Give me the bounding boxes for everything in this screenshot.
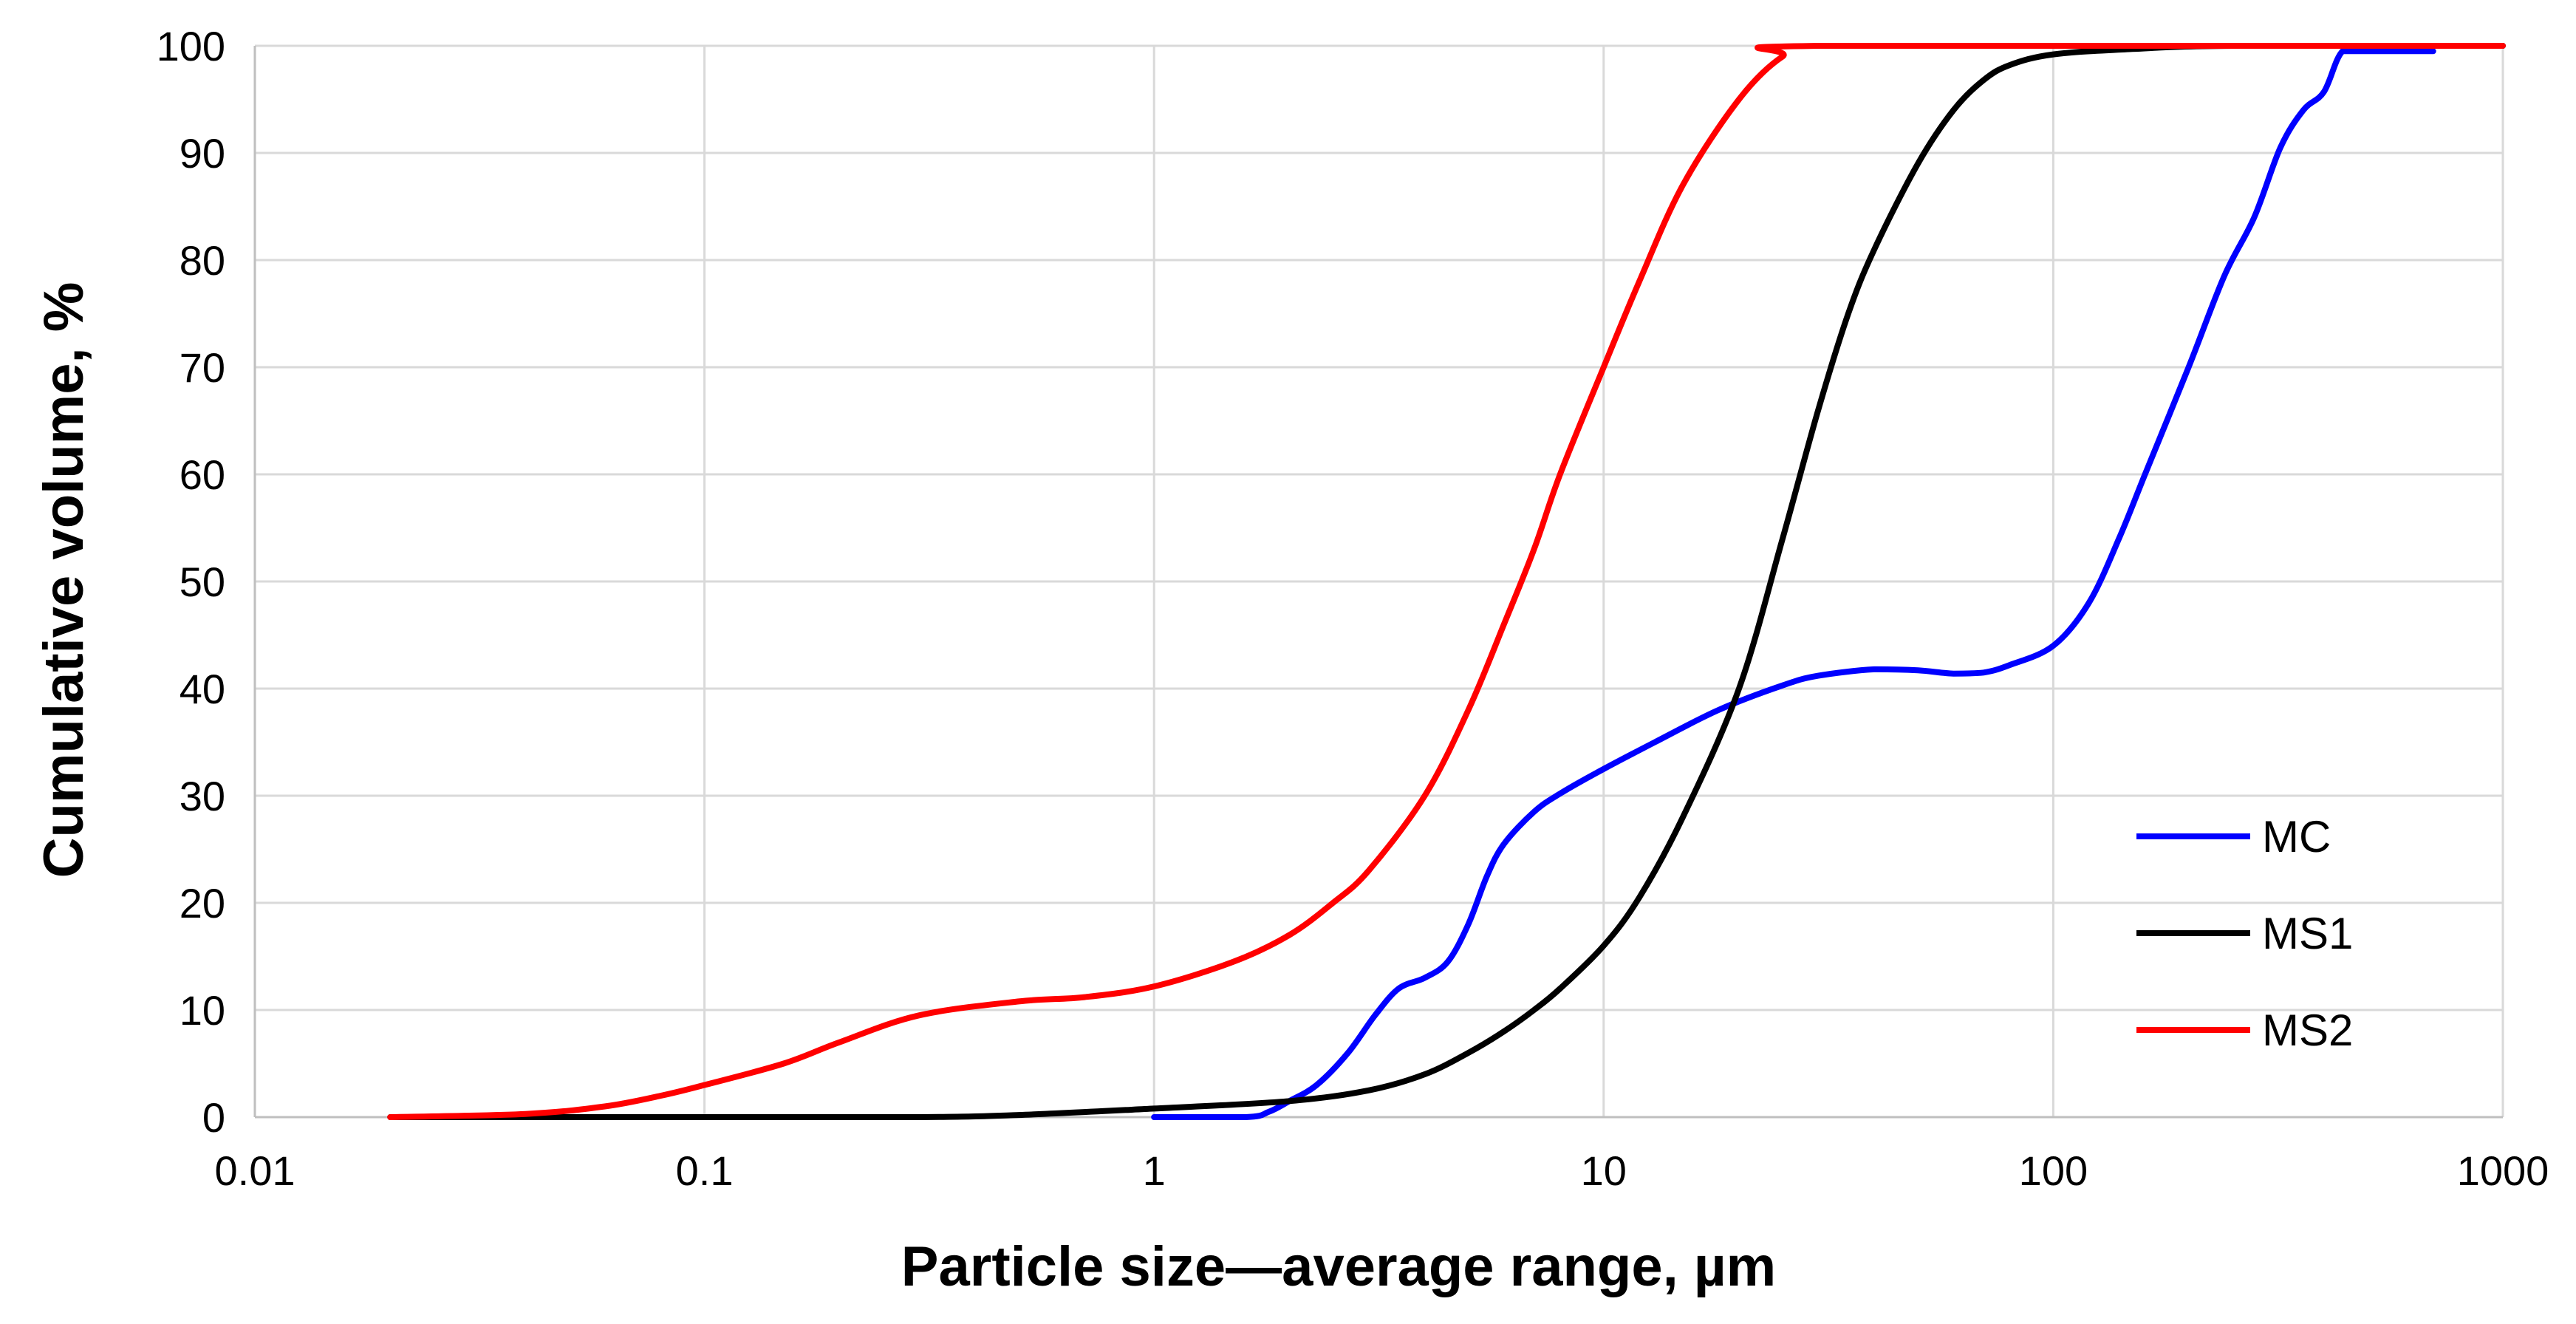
- x-tick-label: 0.1: [676, 1147, 734, 1194]
- series-lines: [387, 42, 2506, 1121]
- tick-labels: 0 10 20 30 40 50 60 70 80 90 100 0.01 0.1 1 10 100 1000: [157, 23, 2549, 1194]
- series-line-ms2: [387, 42, 2506, 1120]
- y-tick-label: 20: [180, 880, 225, 927]
- y-tick-label: 80: [180, 237, 225, 284]
- y-tick-label: 50: [180, 559, 225, 605]
- y-tick-label: 100: [157, 23, 225, 69]
- x-tick-label: 1000: [2457, 1147, 2549, 1194]
- x-tick-label: 1: [1143, 1147, 1166, 1194]
- x-tick-label: 100: [2019, 1147, 2088, 1194]
- y-tick-label: 10: [180, 987, 225, 1034]
- x-tick-label: 10: [1581, 1147, 1627, 1194]
- legend-label-mc: MC: [2262, 812, 2331, 861]
- series-line-ms1: [387, 42, 2506, 1121]
- series-line-mc: [1151, 48, 2436, 1121]
- y-tick-label: 60: [180, 451, 225, 498]
- legend-label-ms1: MS1: [2262, 909, 2353, 958]
- gridlines: [255, 44, 2504, 1117]
- y-tick-label: 90: [180, 130, 225, 177]
- legend-label-ms2: MS2: [2262, 1006, 2353, 1055]
- y-tick-label: 70: [180, 344, 225, 391]
- legend: MC MS1 MS2: [2136, 812, 2353, 1055]
- x-axis-title: Particle size—average range, µm: [901, 1235, 1776, 1298]
- y-tick-label: 40: [180, 666, 225, 712]
- y-tick-label: 30: [180, 773, 225, 819]
- y-axis-title: Cumulative volume, %: [33, 282, 95, 878]
- y-tick-label: 0: [202, 1094, 225, 1141]
- x-tick-label: 0.01: [215, 1147, 295, 1194]
